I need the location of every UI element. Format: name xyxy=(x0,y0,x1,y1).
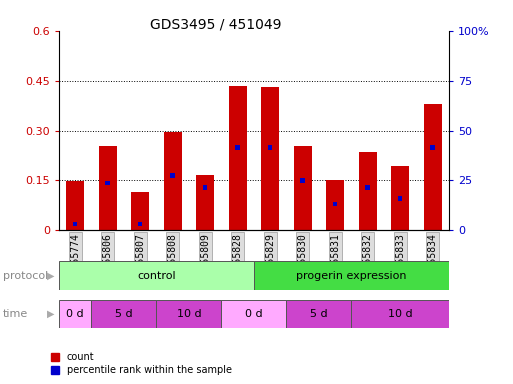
Text: 10 d: 10 d xyxy=(388,309,412,319)
Bar xyxy=(164,132,182,230)
Bar xyxy=(99,146,116,230)
Bar xyxy=(261,87,279,230)
FancyBboxPatch shape xyxy=(91,300,156,328)
FancyBboxPatch shape xyxy=(59,300,91,328)
Bar xyxy=(106,181,110,185)
Bar xyxy=(398,197,402,201)
Bar xyxy=(73,222,77,227)
Bar xyxy=(235,145,240,150)
Bar xyxy=(131,192,149,230)
FancyBboxPatch shape xyxy=(286,300,351,328)
Text: GDS3495 / 451049: GDS3495 / 451049 xyxy=(150,17,281,31)
Text: control: control xyxy=(137,270,176,281)
Text: 10 d: 10 d xyxy=(176,309,201,319)
Bar xyxy=(294,146,311,230)
Text: 0 d: 0 d xyxy=(66,309,84,319)
FancyBboxPatch shape xyxy=(222,300,286,328)
Bar xyxy=(391,166,409,230)
Bar xyxy=(170,173,175,178)
Text: 5 d: 5 d xyxy=(115,309,133,319)
FancyBboxPatch shape xyxy=(351,300,449,328)
Text: progerin expression: progerin expression xyxy=(296,270,407,281)
Text: 0 d: 0 d xyxy=(245,309,263,319)
Legend: count, percentile rank within the sample: count, percentile rank within the sample xyxy=(51,353,231,375)
Bar xyxy=(424,104,442,230)
FancyBboxPatch shape xyxy=(156,300,222,328)
Bar xyxy=(229,86,247,230)
Bar xyxy=(138,222,143,227)
Text: time: time xyxy=(3,309,28,319)
Bar xyxy=(365,185,370,190)
Bar xyxy=(333,202,338,207)
Bar xyxy=(359,152,377,230)
Bar xyxy=(301,179,305,183)
FancyBboxPatch shape xyxy=(59,261,254,290)
Text: protocol: protocol xyxy=(3,270,48,281)
Text: 5 d: 5 d xyxy=(310,309,328,319)
Bar xyxy=(196,175,214,230)
FancyBboxPatch shape xyxy=(254,261,449,290)
Bar xyxy=(326,180,344,230)
Bar xyxy=(430,145,435,150)
Text: ▶: ▶ xyxy=(47,309,54,319)
Bar xyxy=(203,185,207,190)
Bar xyxy=(268,145,272,150)
Bar xyxy=(66,181,84,230)
Text: ▶: ▶ xyxy=(47,270,54,281)
